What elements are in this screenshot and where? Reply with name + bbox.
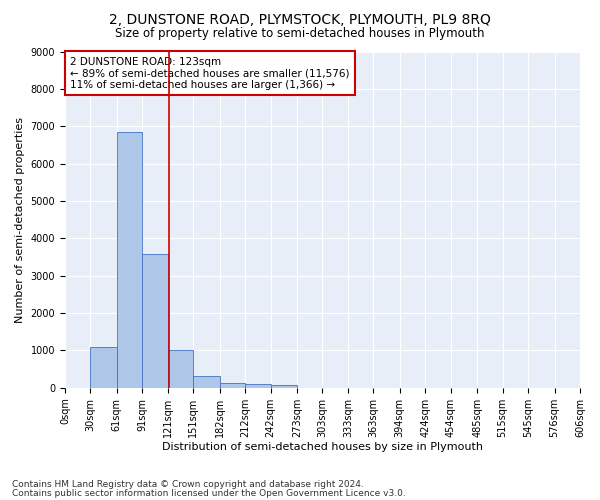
- Text: Contains public sector information licensed under the Open Government Licence v3: Contains public sector information licen…: [12, 488, 406, 498]
- Text: Contains HM Land Registry data © Crown copyright and database right 2024.: Contains HM Land Registry data © Crown c…: [12, 480, 364, 489]
- Bar: [193, 376, 220, 388]
- Bar: [220, 382, 245, 388]
- X-axis label: Distribution of semi-detached houses by size in Plymouth: Distribution of semi-detached houses by …: [162, 442, 483, 452]
- Y-axis label: Number of semi-detached properties: Number of semi-detached properties: [15, 116, 25, 322]
- Bar: [117, 132, 142, 388]
- Text: Size of property relative to semi-detached houses in Plymouth: Size of property relative to semi-detach…: [115, 28, 485, 40]
- Bar: [245, 384, 271, 388]
- Text: 2, DUNSTONE ROAD, PLYMSTOCK, PLYMOUTH, PL9 8RQ: 2, DUNSTONE ROAD, PLYMSTOCK, PLYMOUTH, P…: [109, 12, 491, 26]
- Bar: [142, 254, 168, 388]
- Text: 2 DUNSTONE ROAD: 123sqm
← 89% of semi-detached houses are smaller (11,576)
11% o: 2 DUNSTONE ROAD: 123sqm ← 89% of semi-de…: [70, 56, 350, 90]
- Bar: [91, 346, 117, 388]
- Bar: [271, 385, 297, 388]
- Bar: [168, 350, 193, 388]
